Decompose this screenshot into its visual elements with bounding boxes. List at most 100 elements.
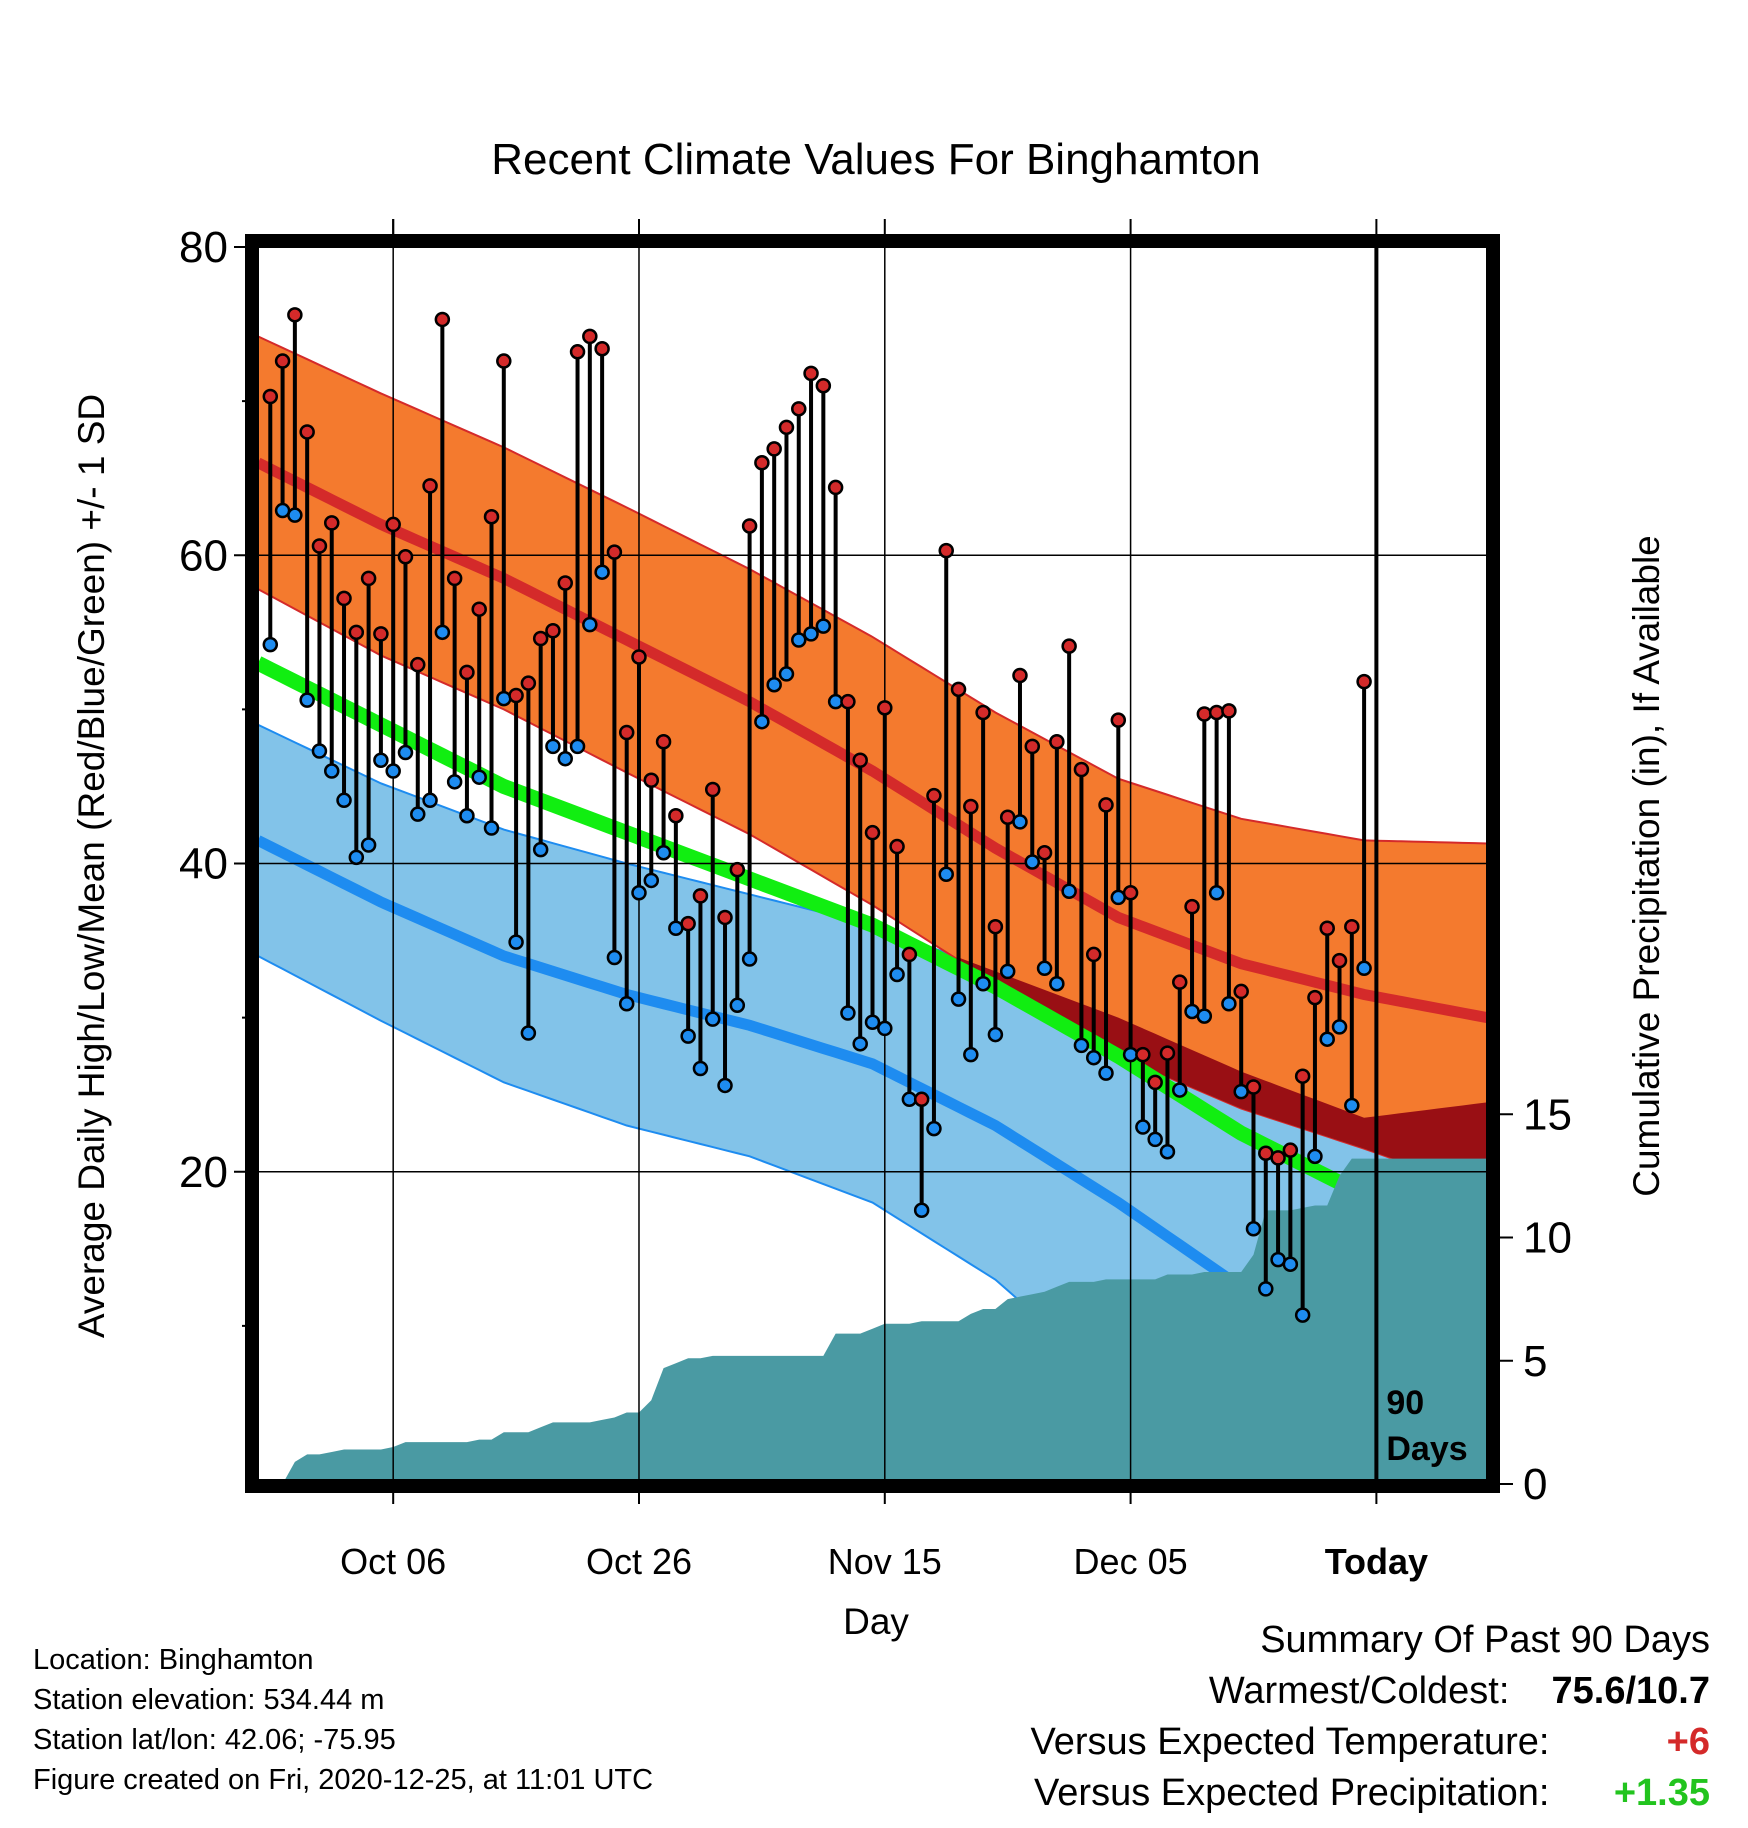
y-axis-label: Average Daily High/Low/Mean (Red/Blue/Gr… [71,394,112,1338]
high-point [311,538,328,554]
low-point [582,616,598,633]
high-point [410,656,426,673]
high-point [1135,1046,1151,1063]
high-point [397,549,414,565]
low-point [483,820,500,836]
low-point [1307,1148,1323,1165]
temp-value: +6 [1666,1721,1710,1763]
low-point [373,752,389,768]
low-point [1135,1119,1151,1135]
high-point [791,401,807,417]
station-info: Location: Binghamton Station elevation: … [33,1640,653,1800]
y-tick-label: 60 [179,531,228,580]
low-point [864,1014,881,1030]
high-point [1331,952,1348,969]
high-point [446,570,463,587]
high-point [545,623,561,639]
high-point [1294,1068,1311,1084]
high-point [1061,638,1077,654]
high-point [262,388,279,405]
high-point [606,544,623,560]
x-tick-label: Dec 05 [1074,1541,1188,1582]
low-point [459,807,475,824]
high-point [1085,946,1102,963]
low-point [311,743,328,759]
x-tick-label: Nov 15 [828,1541,942,1582]
warm-cold-row: Warmest/Coldest: 75.6/10.7 [1031,1666,1710,1717]
high-point [1233,983,1249,1000]
low-point [754,713,770,730]
low-point [508,934,524,950]
low-point [963,1046,979,1063]
high-point [373,626,389,642]
high-point [594,340,610,357]
high-point [852,752,868,768]
high-point [1036,844,1053,861]
high-point [926,787,942,804]
high-point [643,772,660,789]
low-point [729,997,746,1014]
y-tick-label: 20 [179,1148,228,1197]
high-point [1147,1074,1163,1091]
high-point [631,649,647,665]
high-point [717,909,733,926]
low-point [778,666,795,682]
low-point [1159,1143,1176,1160]
low-point [397,744,414,761]
high-point [1049,733,1065,750]
chart-title: Recent Climate Values For Binghamton [491,135,1261,184]
x-axis-label: Day [843,1601,909,1642]
high-point [582,328,598,345]
high-point [1221,703,1237,719]
temp-label: Versus Expected Temperature: [1030,1721,1550,1763]
high-point [1270,1150,1286,1166]
low-point [852,1036,868,1052]
high-point [803,365,819,382]
x-tick-label: Oct 06 [340,1541,446,1582]
high-point [483,508,500,525]
plot-area: 90 Days [258,247,1487,1480]
summary-title: Summary Of Past 90 Days [1260,1619,1710,1661]
low-point [999,963,1016,980]
low-point [434,624,451,641]
high-point [655,733,672,750]
high-point [754,455,770,471]
y2-tick-label: 10 [1523,1214,1572,1263]
high-point [668,807,684,824]
low-point [1085,1049,1102,1066]
location-text: Location: Binghamton [33,1644,314,1676]
summary-panel: Summary Of Past 90 Days Warmest/Coldest:… [1031,1615,1710,1819]
high-point [680,915,696,932]
low-point [618,996,635,1012]
high-point [508,687,524,704]
low-point [299,692,315,708]
low-point [938,866,954,883]
high-point [618,724,635,741]
low-point [422,792,438,809]
low-point [692,1060,709,1077]
low-point [717,1077,733,1094]
high-point [827,479,844,496]
low-point [680,1028,696,1044]
low-point [569,738,586,755]
high-point [1012,667,1028,684]
high-point [1159,1045,1176,1061]
precip-row: Versus Expected Precipitation: +1.35 [1031,1768,1710,1819]
low-point [606,949,623,966]
high-point [889,838,905,855]
low-point [791,632,807,648]
low-point [889,966,905,983]
high-point [274,353,291,369]
high-point [323,515,340,531]
low-point [815,618,832,634]
y2-tick-label: 5 [1523,1337,1547,1386]
y2-axis-label: Cumulative Precipitation (in), If Availa… [1626,535,1667,1197]
high-point [532,630,549,647]
today-marker-label: Days [1386,1430,1467,1468]
low-point [471,769,487,785]
high-point [901,946,918,963]
low-point [741,951,758,967]
low-point [631,885,647,901]
high-point [287,307,303,323]
high-point [1282,1142,1299,1158]
